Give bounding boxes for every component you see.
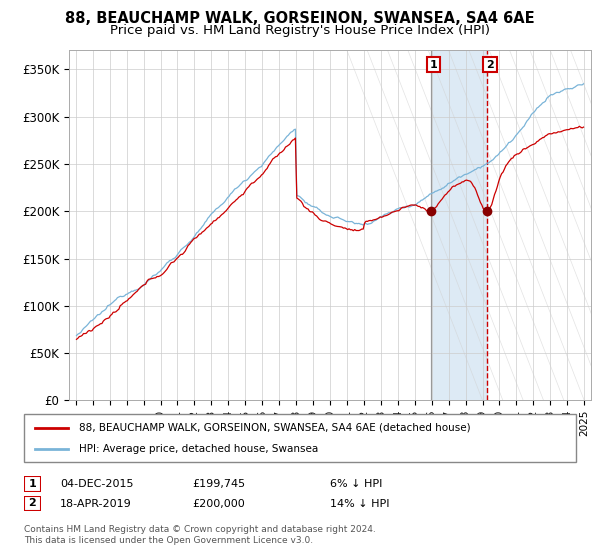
Text: 2: 2 xyxy=(486,59,494,69)
Text: Contains HM Land Registry data © Crown copyright and database right 2024.
This d: Contains HM Land Registry data © Crown c… xyxy=(24,525,376,545)
FancyBboxPatch shape xyxy=(24,414,576,462)
Bar xyxy=(431,50,487,400)
Text: £199,745: £199,745 xyxy=(192,479,245,489)
Text: 1: 1 xyxy=(29,479,36,489)
Text: 88, BEAUCHAMP WALK, GORSEINON, SWANSEA, SA4 6AE: 88, BEAUCHAMP WALK, GORSEINON, SWANSEA, … xyxy=(65,11,535,26)
FancyBboxPatch shape xyxy=(24,496,41,511)
Text: 14% ↓ HPI: 14% ↓ HPI xyxy=(330,499,389,509)
Text: Price paid vs. HM Land Registry's House Price Index (HPI): Price paid vs. HM Land Registry's House … xyxy=(110,24,490,36)
Text: 18-APR-2019: 18-APR-2019 xyxy=(60,499,132,509)
Text: 88, BEAUCHAMP WALK, GORSEINON, SWANSEA, SA4 6AE (detached house): 88, BEAUCHAMP WALK, GORSEINON, SWANSEA, … xyxy=(79,423,471,433)
Text: 2: 2 xyxy=(29,498,36,508)
FancyBboxPatch shape xyxy=(24,476,41,492)
Text: HPI: Average price, detached house, Swansea: HPI: Average price, detached house, Swan… xyxy=(79,444,319,454)
Text: 04-DEC-2015: 04-DEC-2015 xyxy=(60,479,133,489)
Text: 6% ↓ HPI: 6% ↓ HPI xyxy=(330,479,382,489)
Text: £200,000: £200,000 xyxy=(192,499,245,509)
Text: 1: 1 xyxy=(430,59,437,69)
